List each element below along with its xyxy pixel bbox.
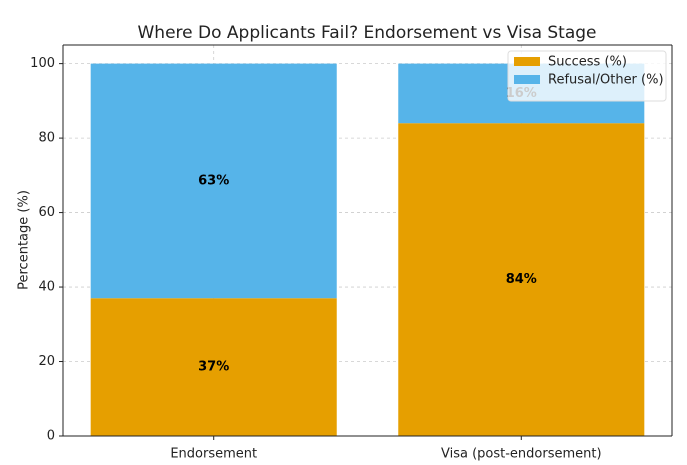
x-tick-label: Visa (post-endorsement) [441, 447, 602, 462]
legend-swatch [514, 57, 540, 66]
x-tick-label: Endorsement [170, 447, 257, 462]
bar-segment [90, 298, 337, 436]
y-tick-label: 20 [38, 354, 55, 369]
value-label: 84% [506, 272, 537, 287]
bar-segment [90, 63, 337, 299]
y-tick-label: 100 [30, 56, 55, 71]
value-label: 63% [198, 173, 229, 188]
y-tick-label: 80 [38, 131, 55, 146]
legend-label: Refusal/Other (%) [548, 73, 664, 88]
legend-box [507, 50, 667, 102]
y-tick-label: 0 [47, 429, 55, 444]
y-axis-label: Percentage (%) [17, 190, 32, 290]
bar-segment [398, 123, 645, 436]
chart-title: Where Do Applicants Fail? Endorsement vs… [137, 23, 596, 43]
legend-swatch [514, 75, 540, 84]
value-label: 37% [198, 360, 229, 375]
y-tick-label: 60 [38, 205, 55, 220]
legend-label: Success (%) [548, 55, 627, 70]
y-tick-label: 40 [38, 280, 55, 295]
